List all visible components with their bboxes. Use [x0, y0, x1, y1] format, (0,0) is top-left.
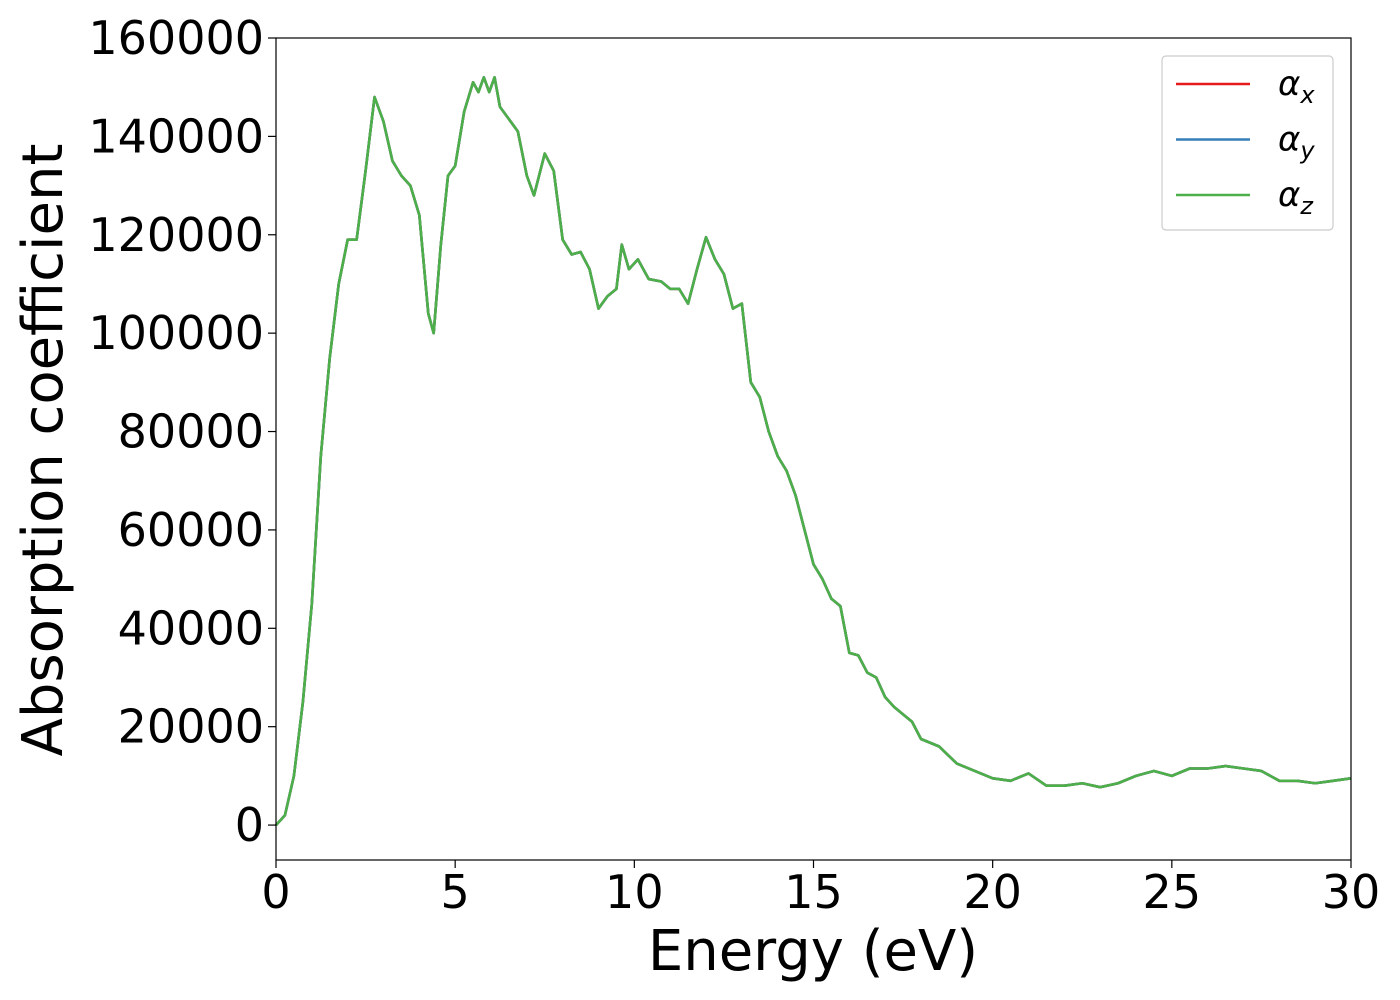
x-tick-label: 30: [1322, 865, 1381, 919]
x-tick-label: 10: [605, 865, 664, 919]
y-tick-label: 20000: [118, 700, 264, 754]
y-tick-label: 100000: [88, 306, 264, 360]
legend-frame: [1161, 55, 1334, 231]
y-tick-label: 40000: [118, 601, 264, 655]
y-axis-label: Absorption coefficient: [11, 144, 76, 757]
x-tick-label: 20: [963, 865, 1022, 919]
y-tick-label: 160000: [88, 11, 264, 65]
x-tick-label: 5: [441, 865, 470, 919]
x-tick-label: 0: [261, 865, 290, 919]
y-tick-label: 80000: [118, 405, 264, 459]
y-tick-label: 140000: [88, 109, 264, 163]
y-tick-label: 60000: [118, 503, 264, 557]
y-tick-label: 0: [235, 798, 264, 852]
series-line: [275, 76, 1352, 826]
plot-area: [275, 76, 1352, 826]
y-tick-label: 120000: [88, 208, 264, 262]
legend-subscript: z: [1299, 192, 1314, 220]
x-axis-label: Energy (eV): [648, 919, 978, 984]
legend-label: αy: [1278, 120, 1315, 165]
x-tick-label: 25: [1143, 865, 1202, 919]
x-tick-label: 15: [784, 865, 843, 919]
legend-subscript: x: [1299, 81, 1315, 109]
legend-subscript: y: [1299, 137, 1315, 165]
